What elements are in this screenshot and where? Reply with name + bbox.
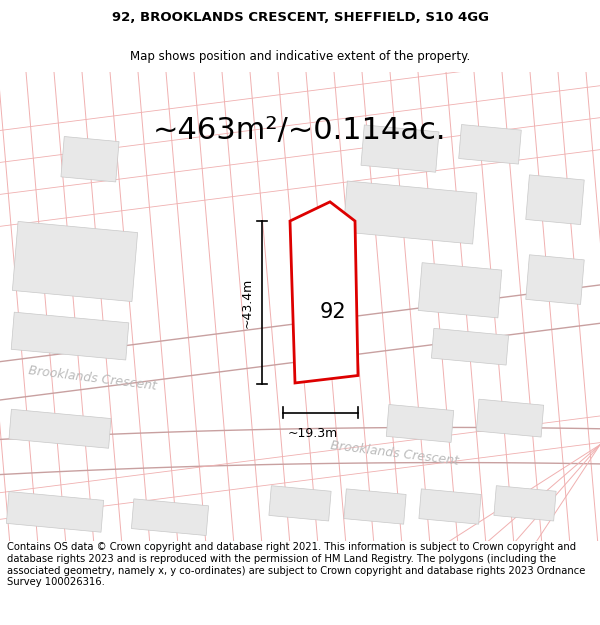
Polygon shape	[386, 404, 454, 442]
Polygon shape	[459, 124, 521, 164]
Polygon shape	[290, 202, 358, 383]
Polygon shape	[361, 125, 439, 172]
Polygon shape	[419, 489, 481, 524]
Polygon shape	[61, 136, 119, 182]
Polygon shape	[9, 409, 111, 448]
Text: ~19.3m: ~19.3m	[288, 427, 338, 439]
Polygon shape	[269, 486, 331, 521]
Polygon shape	[344, 489, 406, 524]
Polygon shape	[13, 221, 137, 302]
Text: ~463m²/~0.114ac.: ~463m²/~0.114ac.	[153, 116, 447, 145]
Polygon shape	[7, 491, 104, 532]
Polygon shape	[418, 262, 502, 318]
Text: Map shows position and indicative extent of the property.: Map shows position and indicative extent…	[130, 49, 470, 62]
Polygon shape	[11, 312, 129, 360]
Text: Brooklands Crescent: Brooklands Crescent	[330, 439, 460, 468]
Text: Contains OS data © Crown copyright and database right 2021. This information is : Contains OS data © Crown copyright and d…	[7, 542, 586, 587]
Polygon shape	[343, 181, 477, 244]
Polygon shape	[526, 175, 584, 224]
Text: 92: 92	[320, 302, 346, 322]
Polygon shape	[494, 486, 556, 521]
Text: ~43.4m: ~43.4m	[241, 278, 254, 328]
Text: Brooklands Crescent: Brooklands Crescent	[28, 364, 158, 393]
Polygon shape	[131, 499, 209, 536]
Polygon shape	[431, 328, 509, 365]
Polygon shape	[526, 255, 584, 304]
Text: 92, BROOKLANDS CRESCENT, SHEFFIELD, S10 4GG: 92, BROOKLANDS CRESCENT, SHEFFIELD, S10 …	[112, 11, 488, 24]
Polygon shape	[476, 399, 544, 437]
